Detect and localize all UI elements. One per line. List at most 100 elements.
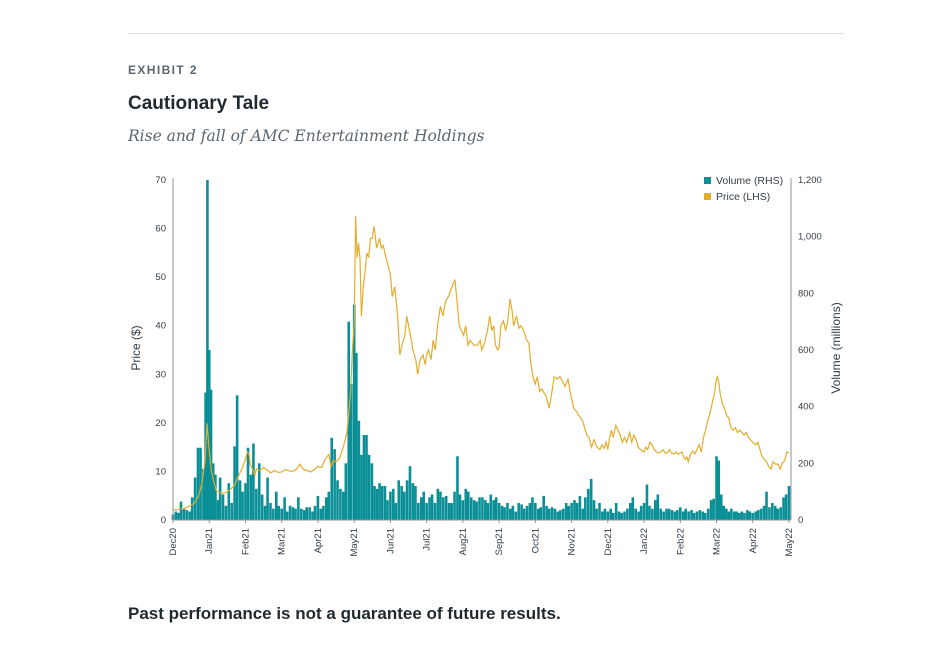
x-tick-label: Apr21 (313, 528, 324, 553)
volume-bar (291, 507, 295, 520)
volume-bar (367, 454, 371, 520)
volume-bar (534, 503, 537, 520)
x-tick-label: Apr22 (748, 528, 759, 553)
volume-bar (319, 508, 323, 520)
volume-bar (333, 449, 336, 520)
volume-bar (456, 456, 459, 520)
volume-bar (573, 500, 576, 520)
y-tick-left: 20 (155, 418, 166, 429)
volume-bar (218, 477, 222, 520)
volume-bar (394, 503, 398, 520)
volume-bar (357, 420, 361, 520)
volume-bar (450, 503, 453, 520)
volume-bar (609, 508, 613, 520)
volume-bar (436, 488, 440, 520)
volume-bar (678, 507, 682, 520)
volume-bar (339, 488, 342, 520)
volume-bar (494, 497, 498, 520)
volume-bar (653, 500, 657, 520)
x-tick-label: Oct21 (530, 528, 541, 553)
volume-bar (695, 511, 699, 520)
volume-bar (561, 508, 565, 520)
price-line (173, 216, 790, 511)
volume-bar (458, 494, 462, 520)
volume-bar (670, 510, 674, 520)
volume-bar (414, 486, 417, 520)
volume-bar (659, 508, 663, 520)
volume-bar (639, 505, 643, 520)
volume-bar (283, 497, 286, 520)
volume-bars (171, 180, 791, 520)
volume-bar (467, 491, 470, 520)
volume-bar (617, 511, 621, 520)
volume-bar (316, 495, 320, 520)
volume-bar (206, 180, 209, 520)
volume-bar (272, 508, 275, 520)
volume-bar (472, 500, 476, 520)
volume-bar (313, 505, 317, 520)
volume-bar (417, 503, 420, 520)
volume-bar (447, 503, 451, 520)
volume-bar (263, 505, 267, 520)
volume-bar (392, 488, 395, 520)
volume-bar (575, 503, 579, 520)
volume-bar (525, 505, 529, 520)
volume-bar (762, 505, 766, 520)
volume-bar (492, 500, 495, 520)
volume-bar (704, 512, 707, 520)
volume-bar (370, 463, 374, 520)
volume-bar (238, 480, 242, 520)
volume-bar (684, 508, 688, 520)
volume-bar (712, 498, 715, 520)
volume-bar (601, 511, 604, 520)
volume-bar (701, 511, 705, 520)
volume-bar (606, 511, 610, 520)
volume-bar (782, 497, 785, 520)
performance-disclaimer: Past performance is not a guarantee of f… (128, 604, 561, 623)
volume-bar (768, 507, 771, 520)
volume-bar (709, 500, 713, 520)
volume-bar (509, 508, 512, 520)
volume-bar (690, 510, 693, 520)
volume-bar (305, 507, 309, 520)
volume-bar (214, 474, 217, 520)
volume-bar (439, 491, 442, 520)
volume-bar (425, 503, 428, 520)
volume-bar (506, 503, 509, 520)
volume-bar (269, 503, 272, 520)
x-tick-label: Aug21 (458, 528, 469, 555)
volume-bar (559, 510, 562, 520)
volume-bar (779, 507, 782, 520)
volume-bar (754, 511, 757, 520)
volume-bar (211, 463, 215, 520)
y-tick-right: 800 (798, 288, 814, 299)
x-tick-label: Nov21 (567, 528, 578, 555)
volume-bar (311, 511, 314, 520)
volume-bar (756, 510, 760, 520)
volume-bar (746, 510, 749, 520)
volume-bar (260, 494, 264, 520)
volume-bar (342, 491, 345, 520)
volume-bar (531, 497, 534, 520)
volume-bar (352, 304, 356, 520)
volume-bar (402, 491, 406, 520)
volume-bar (528, 503, 532, 520)
x-tick-label: Jan22 (639, 528, 650, 554)
volume-bar (411, 483, 415, 520)
volume-bar (545, 505, 548, 520)
volume-bar (444, 495, 448, 520)
volume-bar (327, 491, 331, 520)
legend: Volume (RHS) Price (LHS) (704, 175, 783, 203)
x-tick-label: Mar21 (277, 528, 288, 555)
volume-bar (656, 494, 660, 520)
volume-bar (511, 505, 515, 520)
volume-bar (475, 501, 478, 520)
volume-bar (190, 497, 194, 520)
volume-bar (294, 508, 297, 520)
volume-bar (383, 486, 387, 520)
y-tick-right: 400 (798, 402, 814, 413)
volume-bar (324, 497, 328, 520)
volume-bar (589, 478, 593, 520)
y-axis-left-label: Price ($) (129, 325, 143, 370)
